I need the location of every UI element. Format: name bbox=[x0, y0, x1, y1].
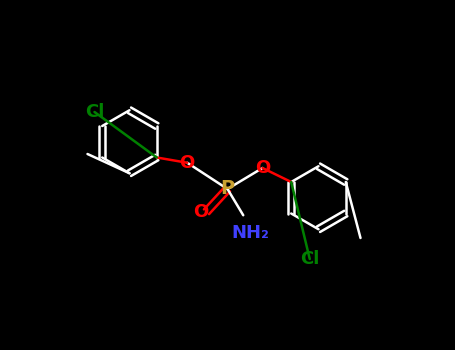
Text: NH₂: NH₂ bbox=[231, 224, 269, 242]
Text: O: O bbox=[180, 154, 195, 172]
Text: O: O bbox=[255, 159, 270, 177]
Text: O: O bbox=[194, 203, 209, 221]
Text: Cl: Cl bbox=[300, 250, 319, 268]
Text: P: P bbox=[220, 180, 235, 198]
Text: Cl: Cl bbox=[85, 103, 104, 121]
